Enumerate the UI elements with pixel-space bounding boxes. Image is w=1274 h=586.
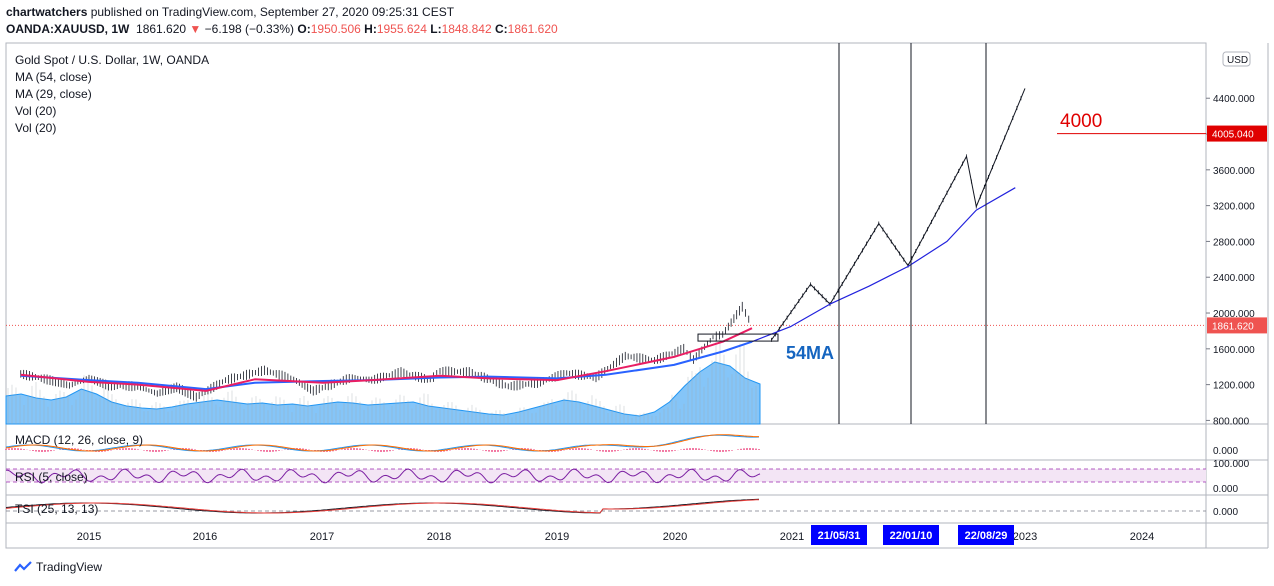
date-marker-box bbox=[883, 525, 939, 545]
y-tick-label: 800.000 bbox=[1213, 416, 1250, 427]
publisher-line: chartwatchers published on TradingView.c… bbox=[6, 5, 454, 19]
low-value: 1848.842 bbox=[441, 22, 492, 36]
rsi-band bbox=[6, 469, 1206, 482]
date-marker-label: 21/05/31 bbox=[818, 530, 861, 542]
tradingview-logo[interactable]: TradingView bbox=[14, 560, 102, 574]
legend-vol2[interactable]: Vol (20) bbox=[15, 121, 57, 135]
tradingview-icon bbox=[14, 561, 32, 572]
x-tick-label: 2018 bbox=[427, 531, 451, 543]
rsi-line bbox=[6, 468, 761, 484]
date-marker-box bbox=[811, 525, 867, 545]
target-label: 4000 bbox=[1060, 111, 1102, 132]
price-badge: 1861.620 bbox=[1212, 321, 1254, 332]
projection-54ma-curve bbox=[751, 187, 1016, 343]
y-tick-label: 1200.000 bbox=[1213, 381, 1255, 392]
ma29-line bbox=[20, 327, 753, 392]
currency-badge: USD bbox=[1227, 55, 1248, 66]
date-marker-label: 22/01/10 bbox=[890, 530, 933, 542]
price-axis: 800.000 1200.000 1600.000 2000.000 2400.000 2… bbox=[1206, 51, 1267, 518]
legend-vol1[interactable]: Vol (20) bbox=[15, 104, 57, 118]
price-badge-box bbox=[1207, 317, 1267, 334]
last-price: 1861.620 bbox=[136, 22, 187, 36]
y-tick-label: 2400.000 bbox=[1213, 273, 1255, 284]
annotations: 4000 54MA bbox=[786, 43, 1206, 424]
macd-signal-line bbox=[5, 434, 759, 452]
x-tick-label: 2019 bbox=[545, 531, 569, 543]
indicator-axis-label: 0.000 bbox=[1213, 484, 1238, 495]
price-change: −6.198 (−0.33%) bbox=[204, 22, 295, 36]
open-label: O: bbox=[297, 22, 311, 36]
macd-legend[interactable]: MACD (12, 26, close, 9) bbox=[15, 433, 144, 447]
y-tick-label: 2000.000 bbox=[1213, 309, 1255, 320]
y-tick-label: 2800.000 bbox=[1213, 237, 1255, 248]
y-tick-label: 3200.000 bbox=[1213, 202, 1255, 213]
volume-ma-area bbox=[5, 361, 761, 425]
time-axis: 2015 2016 2017 2018 2019 2020 2021 2023 2024 21/0… bbox=[77, 525, 1154, 545]
target-badge-box bbox=[1207, 125, 1267, 142]
date-marker-box bbox=[958, 525, 1014, 545]
legend-ma29[interactable]: MA (29, close) bbox=[15, 87, 92, 101]
target-badge: 4005.040 bbox=[1212, 130, 1254, 141]
main-legend-title[interactable]: Gold Spot / U.S. Dollar, 1W, OANDA bbox=[15, 53, 210, 67]
projection-path bbox=[771, 88, 1026, 341]
tsi-signal-line bbox=[5, 499, 760, 514]
close-value: 1861.620 bbox=[507, 22, 558, 36]
x-tick-label: 2021 bbox=[780, 531, 804, 543]
high-label: H: bbox=[364, 22, 377, 36]
low-label: L: bbox=[430, 22, 442, 36]
indicator-axis-label: 100.000 bbox=[1213, 459, 1250, 470]
close-label: C: bbox=[494, 22, 508, 36]
down-arrow-icon: ▼ bbox=[189, 22, 202, 36]
support-box bbox=[697, 333, 779, 342]
y-tick-label: 3600.000 bbox=[1213, 166, 1255, 177]
symbol-line: OANDA:XAUUSD, 1W 1861.620 ▼ −6.198 (−0.3… bbox=[6, 22, 558, 36]
price-series bbox=[6, 88, 1206, 402]
ma54-line bbox=[20, 340, 753, 391]
publisher-info: published on TradingView.com, September … bbox=[87, 5, 455, 19]
volume-area bbox=[5, 337, 761, 425]
date-marker-label: 22/08/29 bbox=[965, 530, 1008, 542]
indicator-axis-label: 0.000 bbox=[1213, 446, 1238, 457]
symbol-name[interactable]: OANDA:XAUUSD, 1W bbox=[6, 22, 130, 36]
macd-line bbox=[5, 434, 760, 452]
rsi-legend[interactable]: RSI (5, close) bbox=[15, 470, 88, 484]
x-tick-label: 2015 bbox=[77, 531, 101, 543]
ma-label: 54MA bbox=[786, 343, 834, 363]
x-tick-label: 2017 bbox=[310, 531, 334, 543]
x-tick-label: 2024 bbox=[1130, 531, 1154, 543]
open-value: 1950.506 bbox=[310, 22, 361, 36]
indicator-panes bbox=[5, 434, 1206, 514]
brand-name: TradingView bbox=[36, 560, 103, 574]
x-tick-label: 2020 bbox=[663, 531, 687, 543]
x-tick-label: 2023 bbox=[1013, 531, 1037, 543]
currency-badge-box bbox=[1222, 51, 1251, 67]
indicator-axis-label: 0.000 bbox=[1213, 507, 1238, 518]
y-tick-label: 1600.000 bbox=[1213, 345, 1255, 356]
publisher-username[interactable]: chartwatchers bbox=[6, 5, 88, 19]
y-tick-label: 4400.000 bbox=[1213, 94, 1255, 105]
high-value: 1955.624 bbox=[376, 22, 427, 36]
tsi-legend[interactable]: TSI (25, 13, 13) bbox=[15, 502, 99, 516]
legend-ma54[interactable]: MA (54, close) bbox=[15, 70, 92, 84]
x-tick-label: 2016 bbox=[193, 531, 217, 543]
